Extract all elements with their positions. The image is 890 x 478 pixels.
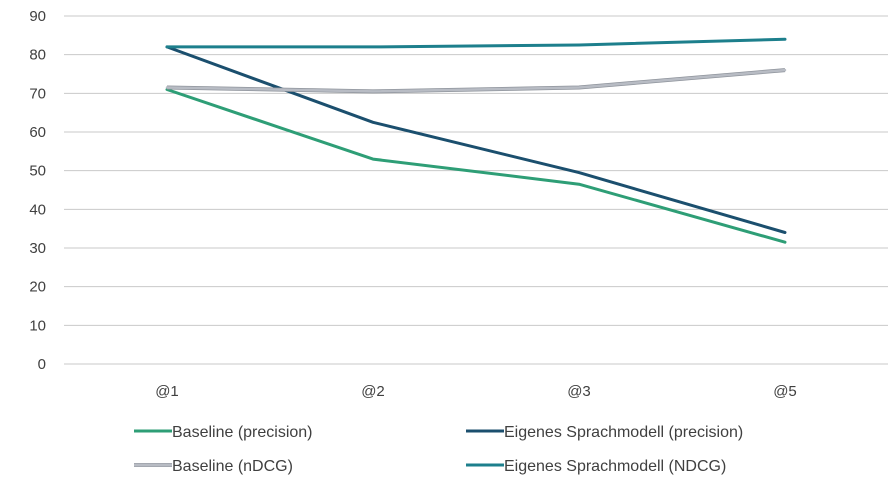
y-tick-label: 10 (29, 317, 46, 334)
grid-lines (64, 15, 888, 365)
legend-label: Baseline (nDCG) (172, 458, 293, 475)
y-tick-label: 40 (29, 201, 46, 218)
legend-label: Eigenes Sprachmodell (precision) (504, 424, 743, 441)
legend-label: Eigenes Sprachmodell (NDCG) (504, 458, 726, 475)
x-tick-label: @5 (773, 383, 797, 400)
y-tick-label: 80 (29, 47, 46, 64)
y-tick-label: 70 (29, 85, 46, 102)
x-tick-label: @3 (567, 383, 591, 400)
y-tick-label: 50 (29, 163, 46, 180)
y-tick-label: 30 (29, 240, 46, 257)
y-axis-ticks: 0 10 20 30 40 50 60 70 80 90 (29, 8, 46, 373)
y-tick-label: 90 (29, 8, 46, 25)
series-line (165, 68, 787, 93)
x-axis-ticks: @1 @2 @3 @5 (155, 383, 797, 400)
x-tick-label: @2 (361, 383, 385, 400)
series-lines (165, 37, 787, 244)
series-line (165, 37, 787, 49)
y-tick-label: 60 (29, 124, 46, 141)
legend: Baseline (precision) Eigenes Sprachmodell… (134, 424, 743, 475)
series-line (165, 45, 787, 234)
series-line (165, 88, 787, 244)
y-tick-label: 20 (29, 279, 46, 296)
y-tick-label: 0 (38, 356, 46, 373)
legend-label: Baseline (precision) (172, 424, 313, 441)
x-tick-label: @1 (155, 383, 179, 400)
